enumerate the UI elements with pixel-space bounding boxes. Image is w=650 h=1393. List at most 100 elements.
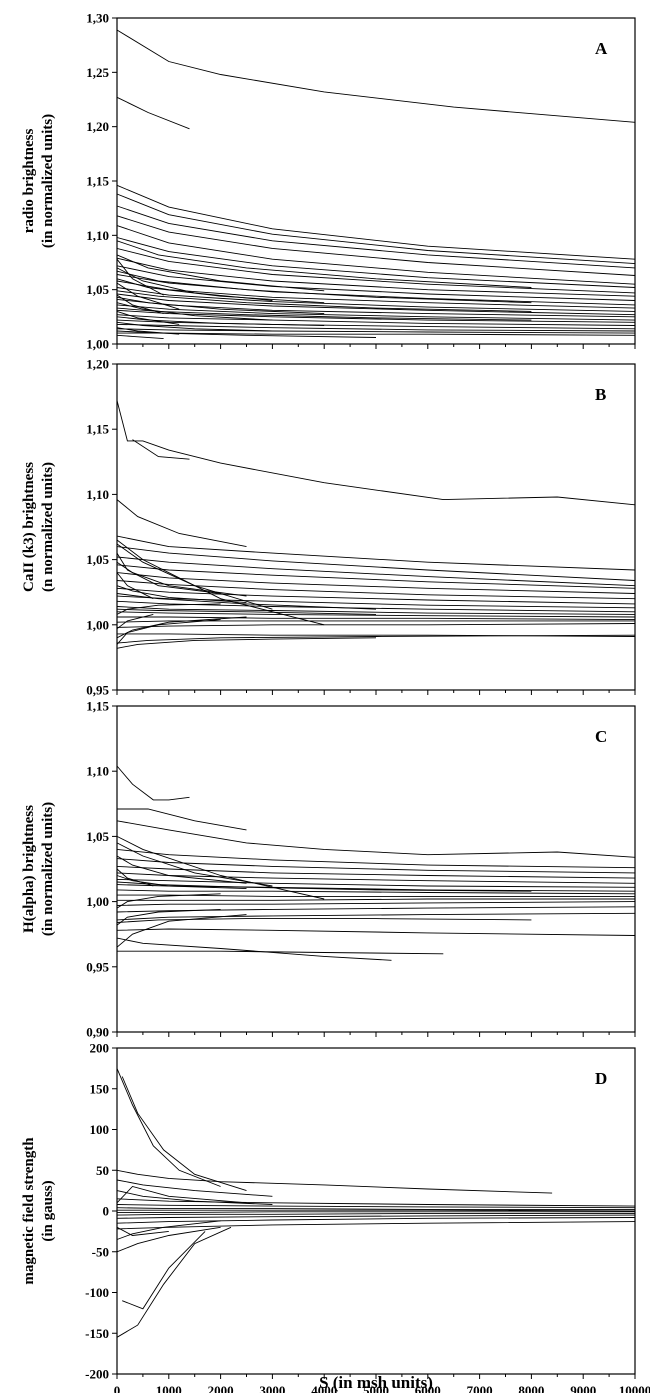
panel-b-series-line (117, 616, 636, 621)
panel-c-series-line (116, 893, 221, 909)
panel-b-series-line (116, 572, 154, 600)
panel-b-series-line (116, 608, 377, 615)
panel-d-lines (116, 1068, 636, 1338)
panel-a-lines (116, 29, 636, 340)
panel-a-series-line (116, 258, 164, 296)
panel-c-series-line (117, 808, 247, 831)
panel-b-series-line (116, 535, 636, 571)
panel-b-series-line (116, 616, 247, 639)
panel-c-series-line (116, 889, 636, 895)
panel-d-series-line (116, 1198, 636, 1207)
panel-c-ytick-label: 1,00 (86, 894, 109, 909)
panel-b-series-line (116, 606, 636, 615)
panel-a-series-line (116, 278, 325, 304)
panel-b-series-line (116, 634, 636, 644)
panel-a-series-line (116, 330, 377, 338)
panel-d-series-line (116, 1217, 636, 1224)
panel-b-series-line (116, 595, 636, 609)
panel-d-xtick-label: 1000 (156, 1383, 182, 1393)
panel-a-ytick-label: 1,25 (86, 65, 109, 80)
panel-a-series-line (116, 270, 532, 304)
panel-d-ylabel-line1: magnetic field strength (21, 1137, 37, 1285)
panel-c-ylabel-line2: (in normalized units) (40, 802, 56, 936)
panel-d-ytick-label: 100 (90, 1122, 110, 1137)
panel-c-ytick-label: 1,05 (86, 829, 109, 844)
panel-d-series-line (121, 1076, 247, 1192)
panel-b-ytick-label: 1,05 (86, 552, 109, 567)
panel-d-xtick-label: 6000 (415, 1383, 441, 1393)
panel-c-letter: C (595, 727, 607, 746)
panel-a-series-line (116, 247, 636, 294)
panel-c-series-line (116, 901, 636, 906)
panel-b-series-line (116, 585, 247, 604)
panel-a: 1,00 1,05 1,10 1,15 1,20 1,25 1,30 A radio bri… (21, 11, 636, 352)
panel-d-xtick-label: 2000 (208, 1383, 234, 1393)
panel-a-ytick-label: 1,10 (86, 228, 109, 243)
panel-a-ytick-label: 1,00 (86, 337, 109, 352)
panel-d-series-line (116, 1226, 169, 1236)
panel-a-ylabel-line1: radio brightness (21, 129, 37, 234)
panel-a-series-line (116, 240, 532, 288)
panel-a-xticks (116, 344, 636, 349)
panel-a-ytick-label: 1,05 (86, 282, 109, 297)
panel-b-series-line (116, 623, 636, 628)
panel-b-series-line (116, 600, 636, 613)
panel-d-ytick-label: 0 (103, 1204, 110, 1219)
panel-d-series-line (117, 1209, 636, 1212)
panel-b-frame (116, 363, 636, 691)
panel-b-series-line (116, 572, 636, 594)
panel-a-series-line (116, 321, 273, 332)
panel-a-series-line (116, 237, 636, 288)
panel-d-series-line (116, 1214, 636, 1219)
panel-c-series-line (117, 950, 444, 955)
panel-b-series-line (116, 539, 325, 626)
panel-d-ytick-label: 50 (96, 1163, 109, 1178)
panel-a-series-line (116, 327, 180, 335)
panel-d-series-line (116, 1068, 221, 1187)
panel-c-xticks (116, 1032, 636, 1037)
panel-d-series-line (116, 1226, 232, 1338)
panel-a-series-line (116, 310, 180, 325)
panel-a-ytick-label: 1,30 (86, 11, 109, 26)
panel-d-series-line (116, 1190, 273, 1205)
panel-a-series-line (116, 225, 636, 285)
panel-d-series-line (116, 1179, 273, 1197)
panel-d-series-line (117, 1211, 635, 1214)
panel-b-series-line (116, 499, 247, 548)
panel-c: 0,90 0,95 1,00 1,05 1,10 1,15 C H(alpha) brig… (21, 699, 636, 1040)
panel-b-ytick-label: 1,10 (86, 487, 109, 502)
panel-c-series-line (116, 872, 636, 884)
panel-c-ytick-label: 0,95 (86, 959, 109, 974)
panel-a-ytick-label: 1,15 (86, 174, 109, 189)
panel-a-letter: A (595, 39, 608, 58)
panel-c-series-line (117, 894, 635, 897)
x-axis-title: S (in msh units) (319, 1373, 433, 1392)
panel-b-letter: B (595, 385, 606, 404)
panel-d-ytick-label: 200 (90, 1041, 110, 1056)
panel-c-series-line (116, 875, 247, 890)
panel-b-ytick-label: 1,00 (86, 617, 109, 632)
panel-c-series-line (116, 858, 636, 874)
panel-a-series-line (116, 302, 273, 321)
panel-b-series-line (116, 619, 221, 645)
panel-c-series-line (116, 906, 636, 913)
panel-c-series-line (116, 855, 247, 884)
panel-c-series-line (116, 842, 273, 887)
panel-b-series-line (116, 593, 377, 610)
panel-b-series-line (116, 580, 636, 600)
panel-a-series-line (116, 323, 636, 332)
panel-a-series-line (116, 274, 636, 306)
panel-a-series-line (116, 296, 325, 315)
panel-d-xtick-label: 7000 (467, 1383, 493, 1393)
panel-d-xtick-label: 5000 (363, 1383, 389, 1393)
panel-b-series-line (116, 637, 377, 649)
panel-c-series-line (116, 908, 221, 926)
panel-d: -200 -150 -100 -50 0 50 100 150 200 0 1000 2000 300… (21, 1041, 650, 1393)
panel-d-ytick-label: -50 (92, 1244, 109, 1259)
panel-b-ylabel-line1: CaII (k3) brightness (21, 462, 37, 592)
panel-c-series-line (116, 820, 636, 858)
panel-b-yticks: 0,95 1,00 1,05 1,10 1,15 1,20 (86, 357, 117, 698)
panel-d-yticks: -200 -150 -100 -50 0 50 100 150 200 (85, 1041, 117, 1382)
panel-b-ytick-label: 1,20 (86, 357, 109, 372)
